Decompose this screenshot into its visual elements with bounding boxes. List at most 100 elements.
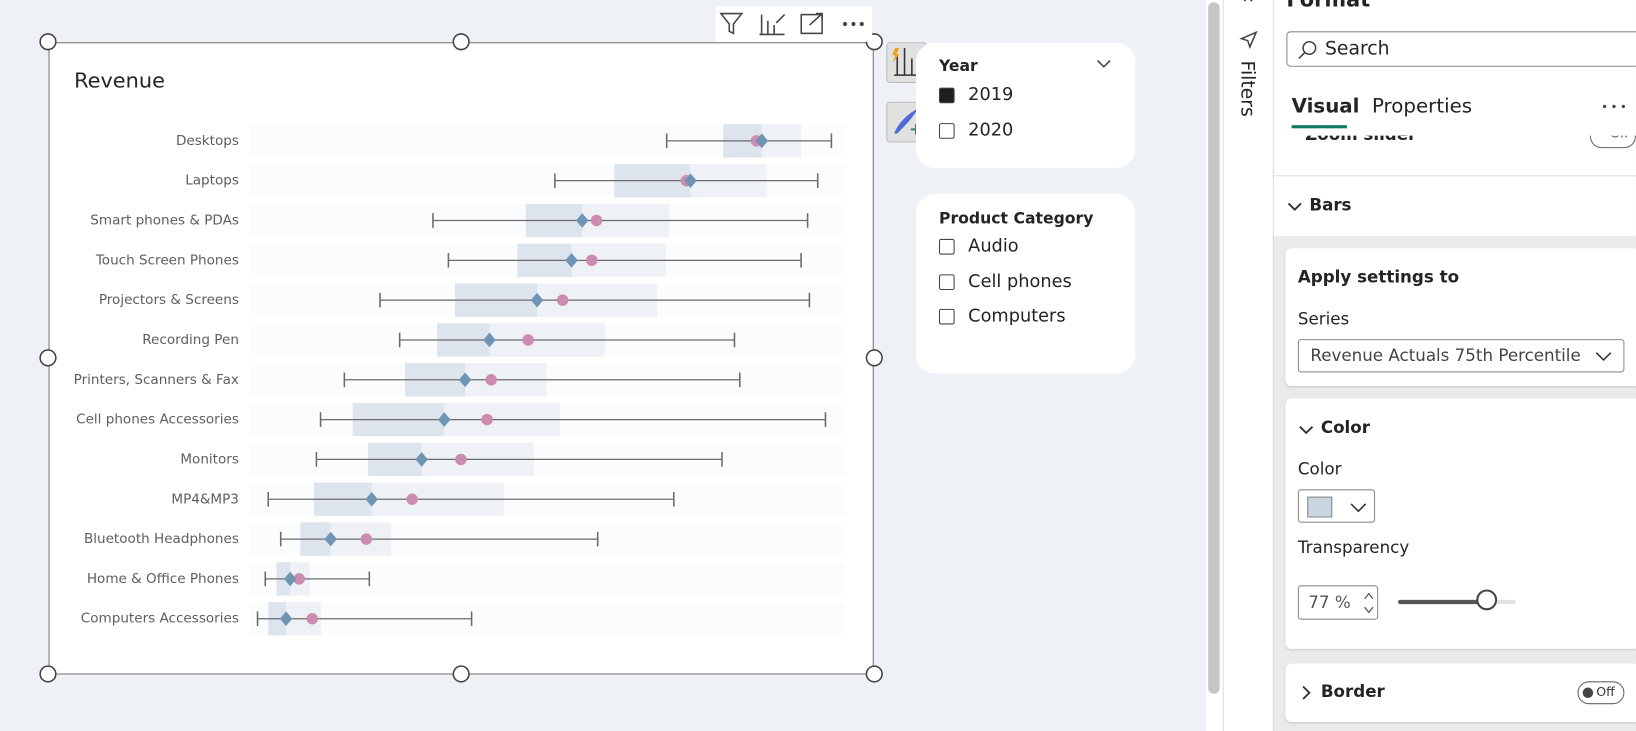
scroll-thumb[interactable]: [1208, 2, 1220, 694]
mean-marker: [522, 334, 534, 346]
median-marker: [279, 611, 293, 627]
item-label: 2019: [968, 84, 1014, 106]
tab-visual[interactable]: Visual: [1291, 94, 1360, 118]
year-slicer: Year 2019 2020: [916, 42, 1136, 168]
apply-settings-card: Apply settings to Series Revenue Actuals…: [1285, 248, 1636, 387]
category-label: Computers Accessories: [81, 611, 239, 627]
mean-marker: [586, 254, 598, 267]
filters-title: Filters: [1236, 60, 1259, 117]
filter-icon: [1239, 30, 1258, 50]
item-label: Computers: [968, 305, 1066, 327]
category-label: Home & Office Phones: [87, 571, 239, 587]
section-header[interactable]: Border: [1320, 681, 1385, 702]
color-picker[interactable]: [1297, 489, 1376, 523]
category-label: Recording Pen: [142, 332, 239, 348]
mean-marker: [485, 374, 497, 386]
label: Transparency: [1297, 537, 1410, 558]
slicer-title: Year: [938, 56, 978, 76]
checkbox[interactable]: [938, 238, 955, 255]
zoom-slider-row[interactable]: Zoom slider Off: [1274, 135, 1636, 151]
color-card: Color Color Transparency 77 %: [1285, 398, 1636, 649]
tab-properties[interactable]: Properties: [1371, 94, 1473, 118]
category-label: Bluetooth Headphones: [84, 531, 239, 547]
category-label: Desktops: [176, 133, 239, 149]
tab-underline: [1291, 125, 1347, 129]
border-toggle[interactable]: Off: [1577, 681, 1625, 705]
category-label: MP4&MP3: [171, 491, 239, 507]
slicer-item[interactable]: Cell phones: [938, 270, 1116, 296]
series-dropdown[interactable]: Revenue Actuals 75th Percentile: [1297, 339, 1625, 373]
category-label: Cell phones Accessories: [76, 412, 239, 428]
median-marker: [483, 332, 496, 348]
pane-title: Format: [1286, 0, 1370, 11]
transparency-input[interactable]: 77 %: [1297, 585, 1379, 620]
category-label: Printers, Scanners & Fax: [74, 372, 239, 388]
zoom-slider-label: Zoom slider: [1305, 136, 1416, 144]
slicer-item[interactable]: 2020: [938, 119, 1116, 144]
search-placeholder: Search: [1324, 37, 1390, 60]
median-marker: [283, 571, 297, 587]
category-label: Monitors: [180, 451, 239, 467]
collapse-icon[interactable]: [1238, 0, 1259, 8]
label: Apply settings to: [1297, 267, 1460, 287]
slicer-item[interactable]: Audio: [938, 235, 1116, 261]
checkbox[interactable]: [938, 87, 955, 104]
label: Color: [1297, 459, 1342, 479]
chevron[interactable]: [1095, 57, 1112, 70]
divider: [1273, 175, 1636, 177]
median-marker: [530, 292, 544, 308]
mean-marker: [481, 413, 493, 426]
section-header[interactable]: Color: [1320, 417, 1370, 438]
bars-header[interactable]: Bars: [1309, 195, 1352, 215]
slider-thumb[interactable]: [1476, 589, 1498, 611]
checkbox[interactable]: [938, 122, 955, 139]
toggle-label: Off: [1596, 684, 1615, 700]
median-marker: [575, 213, 589, 228]
border-card: Border Off: [1285, 663, 1636, 722]
more-icon[interactable]: [842, 21, 864, 27]
product-category-slicer: Product Category Audio Cell phones Compute…: [916, 194, 1136, 374]
chart: Revenue Desktops Laptops Smart phones & PD…: [39, 6, 927, 683]
chevron[interactable]: [1298, 423, 1315, 438]
median-marker: [324, 531, 337, 547]
filter-icon[interactable]: [719, 12, 744, 35]
item-label: Audio: [968, 235, 1019, 257]
drill-icon[interactable]: [759, 14, 786, 36]
slicer-item[interactable]: 2019: [938, 84, 1116, 110]
focus-icon[interactable]: [800, 12, 823, 35]
slicer-title: Product Category: [938, 208, 1094, 228]
label: Series: [1297, 308, 1350, 329]
category-label: Touch Screen Phones: [95, 252, 239, 268]
mean-marker: [360, 533, 373, 545]
category-label: Laptops: [185, 173, 239, 189]
mean-marker: [590, 214, 603, 227]
slicer-item[interactable]: Computers: [938, 305, 1116, 331]
category-label: Smart phones & PDAs: [90, 212, 239, 228]
color-swatch: [1307, 496, 1333, 518]
chevron[interactable]: [1300, 684, 1313, 701]
chevron[interactable]: [1286, 199, 1303, 214]
checkbox[interactable]: [938, 308, 955, 325]
input-value: 77 %: [1308, 592, 1351, 613]
median-marker: [437, 412, 451, 427]
more-icon[interactable]: [1600, 100, 1627, 113]
median-marker: [415, 452, 428, 467]
mean-marker: [556, 294, 569, 306]
checkbox[interactable]: [938, 273, 955, 290]
scrollbar: [1206, 0, 1223, 731]
visual-toolbar: [715, 6, 873, 42]
dropdown-value: Revenue Actuals 75th Percentile: [1310, 345, 1581, 366]
search-box[interactable]: Search: [1286, 31, 1636, 67]
mean-marker: [406, 493, 418, 505]
median-marker: [565, 253, 578, 268]
chart-title: Revenue: [74, 68, 165, 92]
zoom-toggle: Off: [1589, 135, 1636, 149]
item-label: 2020: [968, 119, 1014, 141]
filters-pane[interactable]: Filters: [1222, 0, 1274, 731]
median-marker: [458, 372, 472, 388]
mean-marker: [455, 453, 467, 466]
mean-marker: [293, 573, 305, 585]
item-label: Cell phones: [968, 270, 1072, 292]
